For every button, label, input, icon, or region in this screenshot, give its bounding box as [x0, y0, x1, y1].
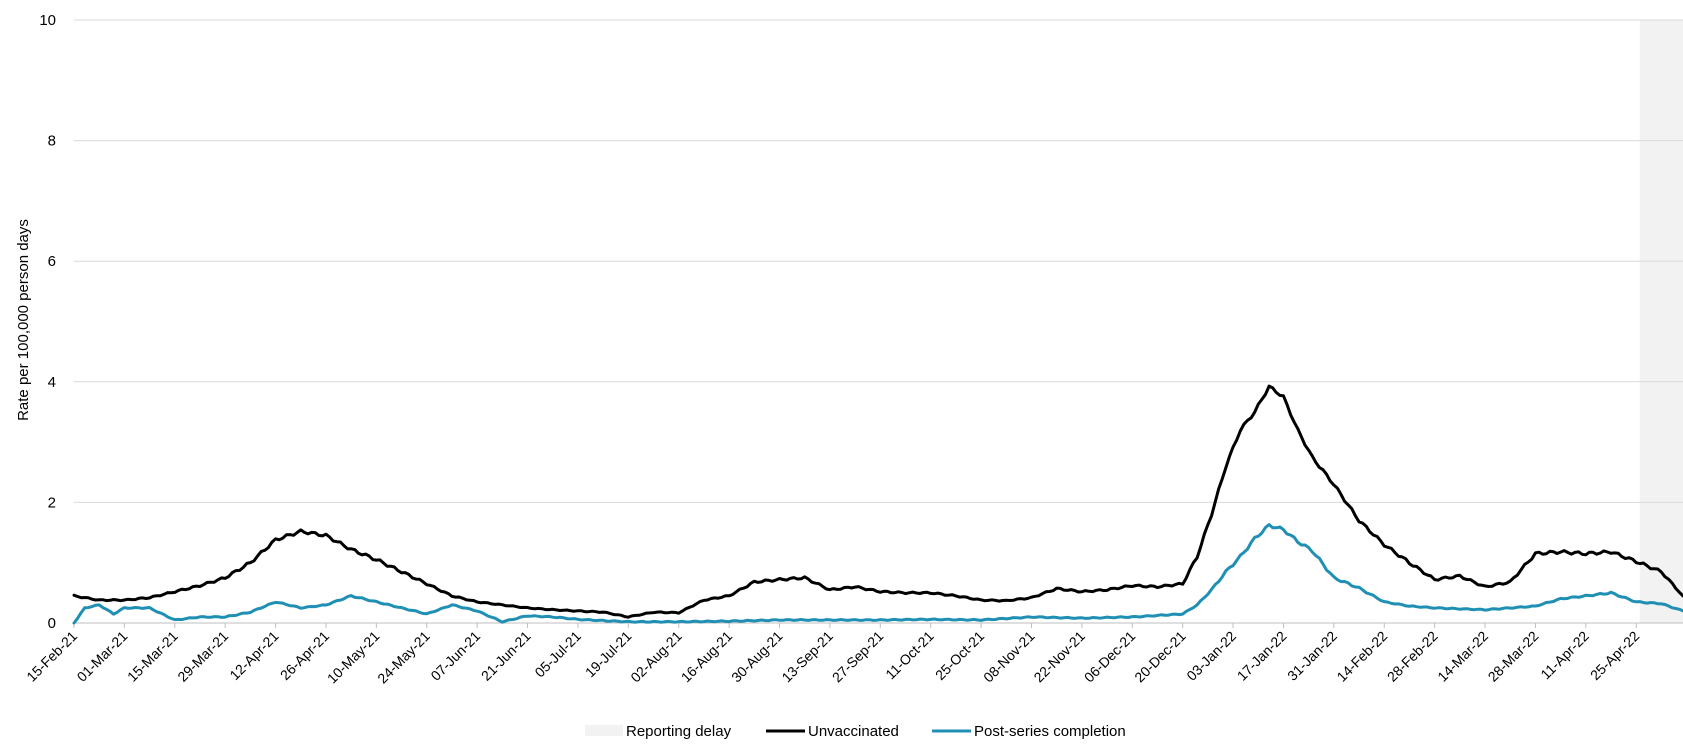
x-tick-label: 15-Mar-21: [124, 628, 181, 685]
x-tick-label: 05-Jul-21: [531, 628, 584, 681]
x-tick-label: 31-Jan-22: [1284, 628, 1340, 684]
x-tick-label: 11-Apr-22: [1537, 628, 1592, 683]
x-tick-label: 17-Jan-22: [1234, 628, 1290, 684]
shade-layer: [1639, 20, 1683, 623]
y-tick-label: 4: [48, 374, 56, 391]
x-tick-labels: 15-Feb-2101-Mar-2115-Mar-2129-Mar-2112-A…: [23, 628, 1642, 687]
x-tick-label: 25-Apr-22: [1587, 628, 1642, 683]
x-tick-label: 25-Oct-21: [932, 628, 987, 683]
x-tick-label: 11-Oct-21: [882, 628, 937, 683]
x-tick-label: 07-Jun-21: [427, 628, 483, 684]
legend: Reporting delay Unvaccinated Post-series c…: [585, 723, 1126, 740]
x-tick-label: 30-Aug-21: [728, 628, 786, 686]
grid-layer: [73, 19, 1683, 628]
x-tick-label: 16-Aug-21: [678, 628, 736, 686]
x-tick-label: 28-Feb-22: [1384, 628, 1441, 685]
x-tick-label: 24-May-21: [374, 628, 433, 687]
reporting-delay-region: [1639, 20, 1683, 623]
series-line-post-series-completion: [72, 523, 1683, 625]
y-tick-label: 10: [39, 12, 56, 29]
x-tick-label: 01-Mar-21: [74, 628, 131, 685]
x-tick-label: 20-Dec-21: [1131, 628, 1189, 686]
x-tick-label: 22-Nov-21: [1030, 628, 1088, 686]
y-tick-label: 6: [48, 253, 56, 270]
y-tick-labels: 0 2 4 6 8 10: [39, 12, 56, 632]
y-tick-label: 0: [48, 615, 56, 632]
legend-swatch-reporting-delay: [585, 725, 623, 736]
series-line-unvaccinated: [72, 384, 1683, 619]
x-tick-label: 06-Dec-21: [1081, 628, 1139, 686]
x-tick-label: 21-Jun-21: [478, 628, 534, 684]
x-tick-label: 02-Aug-21: [627, 628, 685, 686]
x-tick-label: 19-Jul-21: [582, 628, 635, 681]
x-tick-label: 28-Mar-22: [1485, 628, 1542, 685]
series-layer: [72, 384, 1683, 625]
x-tick-label: 14-Feb-22: [1333, 628, 1390, 685]
x-tick-label: 29-Mar-21: [174, 628, 231, 685]
legend-label-reporting-delay: Reporting delay: [626, 723, 732, 740]
legend-label-post-series-completion: Post-series completion: [974, 723, 1126, 740]
y-axis-label: Rate per 100,000 person days: [15, 219, 32, 421]
x-tick-label: 12-Apr-21: [226, 628, 281, 683]
x-tick-label: 15-Feb-21: [23, 628, 80, 685]
x-tick-label: 14-Mar-22: [1434, 628, 1491, 685]
x-tick-label: 10-May-21: [324, 628, 383, 687]
legend-label-unvaccinated: Unvaccinated: [808, 723, 899, 740]
x-tick-label: 27-Sep-21: [829, 628, 887, 686]
y-tick-label: 8: [48, 133, 56, 150]
x-tick-label: 08-Nov-21: [980, 628, 1038, 686]
x-tick-label: 03-Jan-22: [1183, 628, 1239, 684]
y-tick-label: 2: [48, 494, 56, 511]
x-tick-label: 13-Sep-21: [778, 628, 836, 686]
